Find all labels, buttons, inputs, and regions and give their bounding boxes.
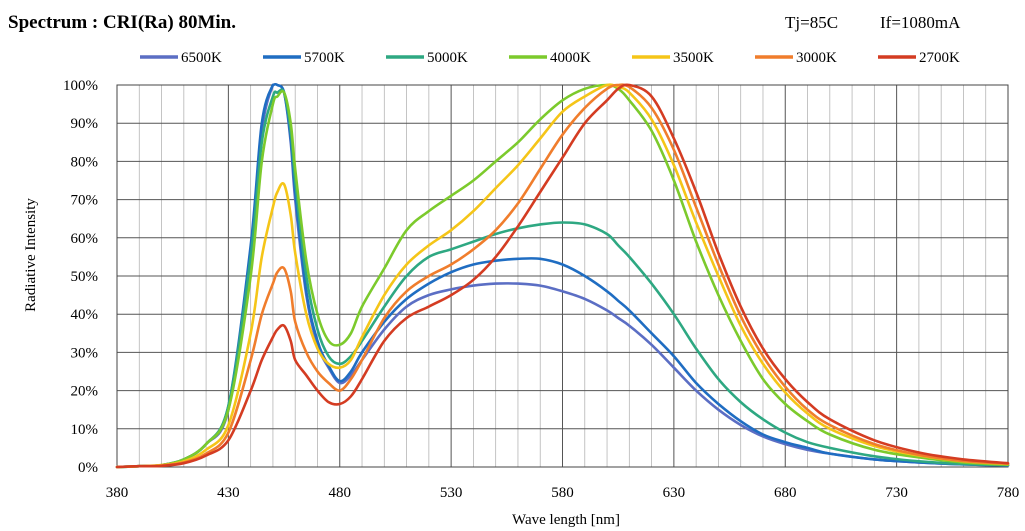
series-line-3000K xyxy=(115,83,1010,469)
y-tick-label: 100% xyxy=(63,78,98,94)
y-tick-label: 90% xyxy=(71,116,99,132)
legend-label-4000K: 4000K xyxy=(550,50,591,66)
x-axis-title: Wave length [nm] xyxy=(512,512,620,528)
y-tick-label: 20% xyxy=(71,384,99,400)
series-line-5700K xyxy=(115,82,1010,469)
y-tick-label: 0% xyxy=(78,460,98,476)
legend-label-3000K: 3000K xyxy=(796,50,837,66)
series-lines xyxy=(115,82,1010,469)
series-line-5000K xyxy=(115,88,1010,469)
forward-current-label: If=1080mA xyxy=(880,13,961,32)
y-tick-label: 70% xyxy=(71,193,99,209)
y-tick-label: 40% xyxy=(71,307,99,323)
series-line-4000K xyxy=(115,83,1010,469)
series-line-3500K xyxy=(115,83,1010,469)
y-tick-label: 80% xyxy=(71,154,99,170)
chart-title: Spectrum : CRI(Ra) 80Min. xyxy=(8,12,236,33)
y-axis-ticks: 0% 10% 20% 30% 40% 50% 60% 70% 80% 90% 100% xyxy=(63,78,98,476)
x-axis-ticks: 380 430 480 530 580 630 680 730 780 xyxy=(106,485,1020,501)
legend: 6500K 5700K 5000K 4000K 3500K 3000K 2700K xyxy=(140,50,960,66)
x-tick-label: 630 xyxy=(663,485,686,501)
legend-label-3500K: 3500K xyxy=(673,50,714,66)
y-tick-label: 30% xyxy=(71,345,99,361)
y-tick-label: 60% xyxy=(71,231,99,247)
y-tick-label: 10% xyxy=(71,422,99,438)
x-tick-label: 480 xyxy=(329,485,352,501)
x-tick-label: 380 xyxy=(106,485,129,501)
series-line-2700K xyxy=(115,83,1010,469)
x-tick-label: 530 xyxy=(440,485,463,501)
legend-label-5700K: 5700K xyxy=(304,50,345,66)
y-tick-label: 50% xyxy=(71,269,99,285)
y-axis-title: Radiative Intensity xyxy=(23,198,39,312)
junction-temp-label: Tj=85C xyxy=(785,13,838,32)
x-tick-label: 580 xyxy=(551,485,574,501)
x-tick-label: 680 xyxy=(774,485,797,501)
legend-label-5000K: 5000K xyxy=(427,50,468,66)
plot-border xyxy=(116,84,1009,468)
legend-label-6500K: 6500K xyxy=(181,50,222,66)
legend-label-2700K: 2700K xyxy=(919,50,960,66)
x-tick-label: 430 xyxy=(217,485,240,501)
x-tick-label: 780 xyxy=(997,485,1020,501)
x-tick-label: 730 xyxy=(885,485,908,501)
